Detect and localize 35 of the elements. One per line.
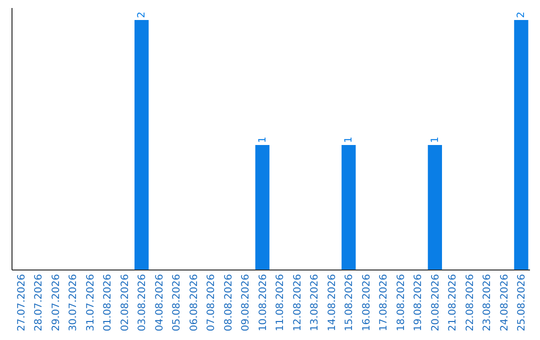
x-tick-label: 07.08.2026: [206, 274, 218, 332]
x-tick-label: 06.08.2026: [188, 274, 200, 332]
x-tick-label: 14.08.2026: [326, 274, 338, 332]
x-tick-label: 27.07.2026: [16, 274, 28, 332]
x-tick-label: 20.08.2026: [430, 274, 442, 332]
data-label: 1: [344, 136, 355, 143]
x-tick-label: 17.08.2026: [378, 274, 390, 332]
x-tick-label: 08.08.2026: [223, 274, 234, 332]
x-tick-label: 19.08.2026: [413, 274, 424, 332]
x-tick-label: 24.08.2026: [499, 274, 510, 332]
x-tick-label: 28.07.2026: [34, 274, 45, 332]
data-label: 1: [257, 136, 268, 143]
x-tick-label: 03.08.2026: [137, 274, 148, 332]
data-label: 1: [430, 136, 441, 143]
x-tick-label: 11.08.2026: [275, 274, 286, 332]
x-tick-label: 29.07.2026: [50, 274, 62, 332]
x-tick-label: 21.08.2026: [448, 274, 459, 332]
x-tick-label: 13.08.2026: [310, 274, 321, 332]
x-tick-label: 23.08.2026: [482, 274, 494, 332]
x-tick-label: 31.07.2026: [85, 274, 96, 332]
data-label: 2: [516, 12, 528, 18]
x-tick-label: 15.08.2026: [344, 274, 356, 332]
x-tick-label: 02.08.2026: [120, 274, 131, 332]
x-tick-label: 04.08.2026: [154, 274, 166, 332]
x-tick-label: 10.08.2026: [258, 274, 269, 332]
x-tick-label: 22.08.2026: [464, 274, 476, 332]
x-tick-label: 12.08.2026: [292, 274, 304, 332]
x-tick-label: 09.08.2026: [240, 274, 252, 332]
x-tick-label: 16.08.2026: [361, 274, 372, 332]
x-tick-label: 25.08.2026: [516, 274, 528, 332]
x-tick-label: 01.08.2026: [102, 274, 114, 332]
x-tick-label: 30.07.2026: [68, 274, 80, 332]
x-tick-label: 05.08.2026: [172, 274, 183, 332]
x-tick-label: 18.08.2026: [396, 274, 407, 332]
data-label: 2: [136, 12, 148, 18]
